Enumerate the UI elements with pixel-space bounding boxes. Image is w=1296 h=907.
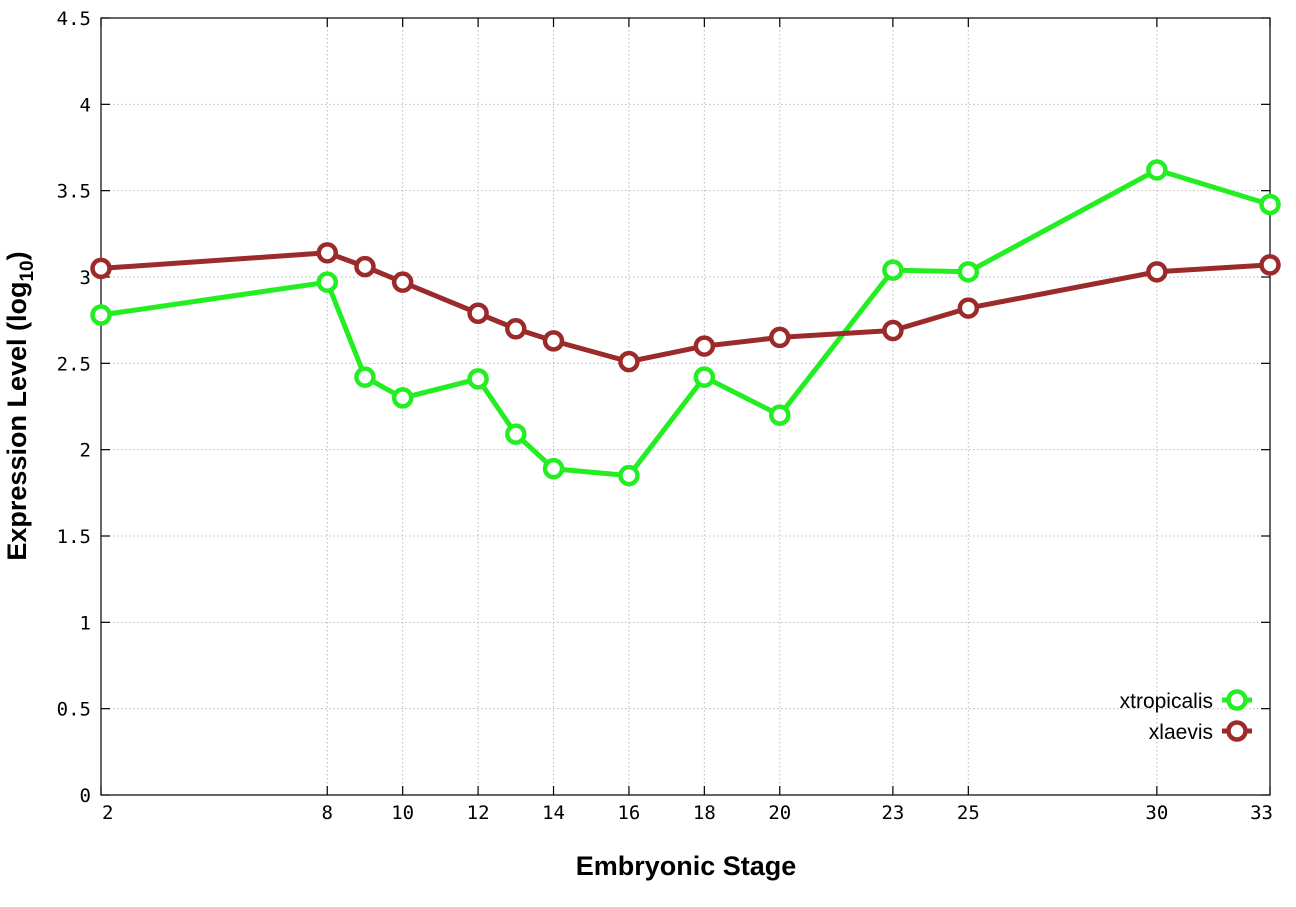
data-point-xlaevis <box>316 242 339 264</box>
data-point-xlaevis <box>882 319 904 342</box>
data-point-xtropicalis <box>90 304 112 326</box>
y-axis-title-subscript: 10 <box>17 260 38 281</box>
y-tick-label: 1.5 <box>57 526 91 548</box>
data-point-xtropicalis <box>1259 193 1281 216</box>
y-tick-label: 3.5 <box>57 181 91 203</box>
x-tick-label: 30 <box>1145 802 1168 824</box>
y-tick-label: 0 <box>80 785 91 807</box>
data-point-xtropicalis <box>882 259 904 281</box>
x-tick-label: 20 <box>768 802 791 824</box>
y-tick-label: 1 <box>80 612 91 634</box>
legend-label: xlaevis <box>1149 721 1213 744</box>
series-xlaevis <box>90 242 1281 373</box>
series-line-xlaevis <box>98 250 1273 365</box>
x-tick-label: 23 <box>881 802 904 824</box>
legend-item-xlaevis: xlaevis <box>1149 720 1252 744</box>
data-point-xlaevis <box>542 330 565 352</box>
data-point-xlaevis <box>391 271 414 293</box>
data-point-xtropicalis <box>957 261 980 283</box>
x-tick-label: 12 <box>467 802 490 824</box>
series-line-xtropicalis <box>98 167 1273 479</box>
data-point-xtropicalis <box>618 464 640 487</box>
x-tick-label: 25 <box>957 802 980 824</box>
data-point-xlaevis <box>957 297 980 319</box>
data-point-xlaevis <box>769 326 791 349</box>
y-tick-label: 0.5 <box>57 699 91 721</box>
data-point-xtropicalis <box>467 368 489 390</box>
data-point-xtropicalis <box>505 423 527 445</box>
data-point-xlaevis <box>90 257 112 280</box>
tick-marks <box>100 17 1271 796</box>
x-tick-label: 16 <box>617 802 640 824</box>
data-point-xlaevis <box>354 255 376 278</box>
data-point-xtropicalis <box>769 404 791 426</box>
data-point-xtropicalis <box>542 457 565 480</box>
y-tick-label: 2 <box>80 440 91 462</box>
y-axis-title-main: Expression Level (log <box>2 282 32 561</box>
x-tick-label: 8 <box>322 802 333 824</box>
legend-marker <box>1226 720 1248 742</box>
data-point-xlaevis <box>618 350 640 373</box>
plot-border <box>100 17 1271 796</box>
tick-labels: 0 0.5 1 1.5 2 2.5 3 3.5 4 4.5 2 8 10 12 14 16 18 20 23 25 30… <box>57 8 1273 824</box>
x-axis-title: Embryonic Stage <box>576 851 797 881</box>
x-tick-label: 33 <box>1250 802 1273 824</box>
data-point-xlaevis <box>693 335 716 357</box>
data-point-xlaevis <box>505 318 527 340</box>
legend-label: xtropicalis <box>1120 690 1213 713</box>
data-point-xtropicalis <box>391 387 414 409</box>
series-xtropicalis <box>90 159 1281 487</box>
data-point-xtropicalis <box>1146 159 1168 181</box>
data-point-xtropicalis <box>316 271 339 293</box>
data-point-xlaevis <box>1146 261 1168 283</box>
legend-marker <box>1226 689 1248 711</box>
x-tick-label: 18 <box>693 802 716 824</box>
data-point-xlaevis <box>1259 254 1281 276</box>
y-tick-label: 4 <box>80 94 91 116</box>
y-axis-title-close: ) <box>2 251 32 260</box>
x-tick-label: 2 <box>102 802 113 824</box>
legend: xtropicalis xlaevis <box>1120 689 1252 744</box>
y-tick-label: 2.5 <box>57 353 91 375</box>
series-layer <box>90 159 1281 487</box>
y-tick-label: 3 <box>80 267 91 289</box>
grid <box>101 18 1270 795</box>
data-point-xlaevis <box>467 302 489 325</box>
x-tick-label: 14 <box>542 802 565 824</box>
data-point-xtropicalis <box>693 366 716 388</box>
data-point-xtropicalis <box>354 366 376 388</box>
y-axis-title: Expression Level (log10) <box>2 251 38 560</box>
x-tick-label: 10 <box>391 802 414 824</box>
legend-item-xtropicalis: xtropicalis <box>1120 689 1252 713</box>
y-tick-label: 4.5 <box>57 8 91 30</box>
